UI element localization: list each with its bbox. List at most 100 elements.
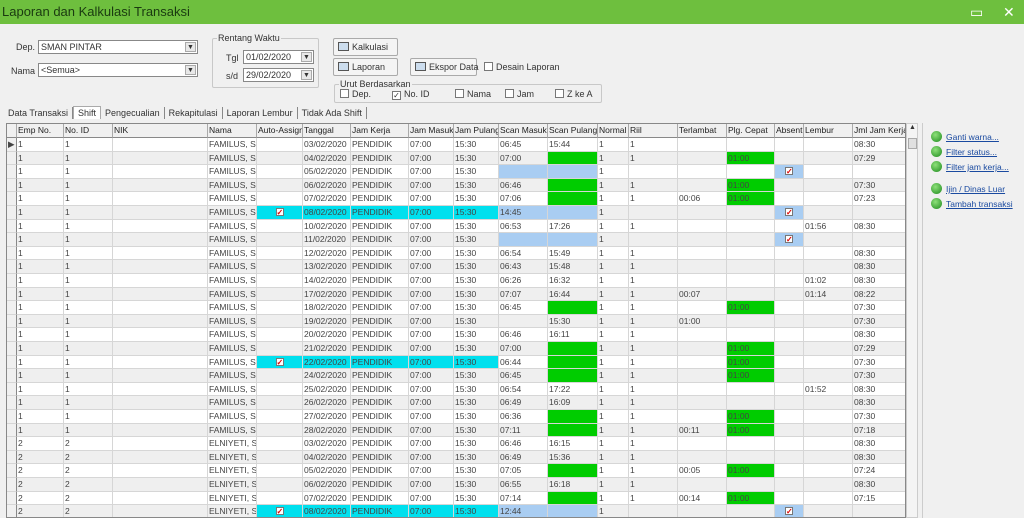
sort-option-dep-[interactable]: Dep. [340, 89, 371, 99]
table-row[interactable]: 1 1 FAMILUS, S. 20/02/2020 PENDIDIK 07:00 15:3… [7, 328, 905, 342]
side-link-tambah-transaksi[interactable]: Tambah transaksi [931, 198, 1013, 209]
row-indicator[interactable] [7, 165, 17, 179]
column-header-nik[interactable]: NIK [113, 124, 208, 138]
chevron-down-icon[interactable]: ▼ [301, 70, 312, 80]
row-indicator[interactable] [7, 450, 17, 465]
row-indicator[interactable] [7, 491, 17, 506]
chevron-down-icon[interactable]: ▼ [185, 65, 196, 75]
scroll-thumb[interactable] [908, 138, 917, 149]
table-row[interactable]: 1 1 FAMILUS, S. 19/02/2020 PENDIDIK 07:00 15:3… [7, 314, 905, 329]
row-indicator[interactable] [7, 328, 17, 342]
column-header-no-id[interactable]: No. ID [64, 124, 113, 138]
table-row[interactable]: 1 1 FAMILUS, S. 04/02/2020 PENDIDIK 07:00 15:3… [7, 151, 905, 166]
tab-laporan-lembur[interactable]: Laporan Lembur [223, 107, 298, 119]
tab-data-transaksi[interactable]: Data Transaksi [4, 107, 74, 119]
side-link-filter-status[interactable]: Filter status... [931, 146, 997, 157]
table-row[interactable]: 1 1 FAMILUS, S. 13/02/2020 PENDIDIK 07:00 15:3… [7, 260, 905, 274]
vertical-scrollbar[interactable]: ▲ [906, 123, 918, 518]
table-row[interactable]: 1 1 FAMILUS, S. 25/02/2020 PENDIDIK 07:00 15:3… [7, 382, 905, 397]
row-indicator[interactable] [7, 151, 17, 166]
nama-select[interactable]: <Semua> ▼ [38, 63, 198, 77]
tab-tidak-ada-shift[interactable]: Tidak Ada Shift [298, 107, 367, 119]
desain-laporan-checkbox[interactable]: Desain Laporan [484, 62, 560, 72]
row-indicator[interactable] [7, 505, 17, 517]
row-indicator[interactable] [7, 342, 17, 356]
column-header-jml-jam-kerja[interactable]: Jml Jam Kerja [853, 124, 905, 138]
column-header-auto-assign[interactable]: Auto-Assign [257, 124, 303, 138]
table-row[interactable]: 1 1 FAMILUS, S. 18/02/2020 PENDIDIK 07:00 15:3… [7, 301, 905, 315]
column-header-riil[interactable]: Riil [629, 124, 678, 138]
column-header-plg-cepat[interactable]: Plg. Cepat [727, 124, 775, 138]
row-indicator[interactable] [7, 287, 17, 302]
column-header-scan-masuk[interactable]: Scan Masuk [499, 124, 548, 138]
row-indicator[interactable] [7, 206, 17, 220]
table-row[interactable]: 1 1 FAMILUS, S. 14/02/2020 PENDIDIK 07:00 15:3… [7, 274, 905, 288]
table-row[interactable]: 2 2 ELNIYETI, S. 06/02/2020 PENDIDIK 07:00 15:… [7, 478, 905, 492]
column-header-absent[interactable]: Absent [775, 124, 804, 138]
table-row[interactable]: 1 1 FAMILUS, S. 26/02/2020 PENDIDIK 07:00 15:3… [7, 396, 905, 410]
row-indicator[interactable] [7, 246, 17, 261]
row-indicator[interactable] [7, 478, 17, 492]
column-header-nama[interactable]: Nama [208, 124, 257, 138]
table-row[interactable]: 1 1 FAMILUS, S. 28/02/2020 PENDIDIK 07:00 15:3… [7, 423, 905, 438]
column-header-jam-kerja[interactable]: Jam Kerja [351, 124, 409, 138]
table-row[interactable]: 1 1 FAMILUS, S. 17/02/2020 PENDIDIK 07:00 15:3… [7, 287, 905, 302]
sort-option-jam[interactable]: Jam [505, 89, 534, 99]
row-indicator[interactable] [7, 274, 17, 288]
side-link-ijin-dinas-luar[interactable]: Ijin / Dinas Luar [931, 183, 1005, 194]
row-indicator[interactable] [7, 301, 17, 315]
table-row[interactable]: 1 1 FAMILUS, S. 06/02/2020 PENDIDIK 07:00 15:3… [7, 178, 905, 193]
table-row[interactable]: 2 2 ELNIYETI, S. 07/02/2020 PENDIDIK 07:00 15:… [7, 491, 905, 506]
row-indicator[interactable] [7, 410, 17, 424]
tab-shift[interactable]: Shift [73, 106, 102, 119]
row-indicator[interactable] [7, 423, 17, 438]
checkbox-icon[interactable] [340, 89, 349, 98]
laporan-button[interactable]: Laporan [333, 58, 398, 76]
row-indicator[interactable] [7, 219, 17, 234]
row-indicator[interactable] [7, 355, 17, 370]
dep-select[interactable]: SMAN PINTAR ▼ [38, 40, 198, 54]
row-indicator[interactable]: ▶ [7, 138, 17, 152]
column-header-jam-pulang[interactable]: Jam Pulang [454, 124, 499, 138]
tab-rekapitulasi[interactable]: Rekapitulasi [165, 107, 223, 119]
tab-pengecualian[interactable]: Pengecualian [101, 107, 165, 119]
table-row[interactable]: 1 1 FAMILUS, S. 21/02/2020 PENDIDIK 07:00 15:3… [7, 342, 905, 356]
table-row[interactable]: 2 2 ELNIYETI, S. 04/02/2020 PENDIDIK 07:00 15:… [7, 450, 905, 465]
sort-option-nama[interactable]: Nama [455, 89, 491, 99]
checkbox-icon[interactable]: ✓ [392, 91, 401, 100]
sort-option-no-id[interactable]: ✓ No. ID [392, 89, 430, 100]
row-indicator[interactable] [7, 260, 17, 274]
close-icon[interactable]: ✕ [1003, 4, 1015, 20]
column-header-terlambat[interactable]: Terlambat [678, 124, 727, 138]
checkbox-icon[interactable] [455, 89, 464, 98]
row-indicator[interactable] [7, 233, 17, 247]
column-header-lembur[interactable]: Lembur [804, 124, 853, 138]
table-row[interactable]: ▶ 1 1 FAMILUS, S. 03/02/2020 PENDIDIK 07:00 15:… [7, 138, 905, 152]
table-row[interactable]: 1 1 FAMILUS, S. ✓ 22/02/2020 PENDIDIK 07:00 15:… [7, 355, 905, 370]
column-header-jam-masuk[interactable]: Jam Masuk [409, 124, 454, 138]
column-header-emp-no-[interactable]: Emp No. [17, 124, 64, 138]
maximize-icon[interactable]: ▭ [970, 4, 984, 20]
scroll-up-icon[interactable]: ▲ [909, 124, 916, 131]
sort-option-z-ke-a[interactable]: Z ke A [555, 89, 593, 99]
table-row[interactable]: 2 2 ELNIYETI, S. 05/02/2020 PENDIDIK 07:00 15:… [7, 464, 905, 478]
chevron-down-icon[interactable]: ▼ [301, 52, 312, 62]
table-row[interactable]: 1 1 FAMILUS, S. 12/02/2020 PENDIDIK 07:00 15:3… [7, 246, 905, 261]
column-header-normal[interactable]: Normal [598, 124, 629, 138]
table-row[interactable]: 1 1 FAMILUS, S. 10/02/2020 PENDIDIK 07:00 15:3… [7, 219, 905, 234]
chevron-down-icon[interactable]: ▼ [185, 42, 196, 52]
side-link-ganti-warna[interactable]: Ganti warna... [931, 131, 999, 142]
side-link-filter-jam-kerja[interactable]: Filter jam kerja... [931, 161, 1009, 172]
row-indicator[interactable] [7, 369, 17, 383]
row-indicator[interactable] [7, 437, 17, 451]
from-date-picker[interactable]: 01/02/2020 ▼ [243, 50, 314, 64]
ekspor-data-button[interactable]: Ekspor Data [410, 58, 479, 76]
table-row[interactable]: 2 2 ELNIYETI, S. 03/02/2020 PENDIDIK 07:00 15:… [7, 437, 905, 451]
table-row[interactable]: 1 1 FAMILUS, S. 07/02/2020 PENDIDIK 07:00 15:3… [7, 192, 905, 206]
checkbox-icon[interactable] [505, 89, 514, 98]
column-header-tanggal[interactable]: Tanggal [303, 124, 351, 138]
row-indicator[interactable] [7, 178, 17, 193]
table-row[interactable]: 1 1 FAMILUS, S. 27/02/2020 PENDIDIK 07:00 15:3… [7, 410, 905, 424]
row-indicator[interactable] [7, 382, 17, 397]
table-row[interactable]: 1 1 FAMILUS, S. 05/02/2020 PENDIDIK 07:00 15:3… [7, 165, 905, 179]
